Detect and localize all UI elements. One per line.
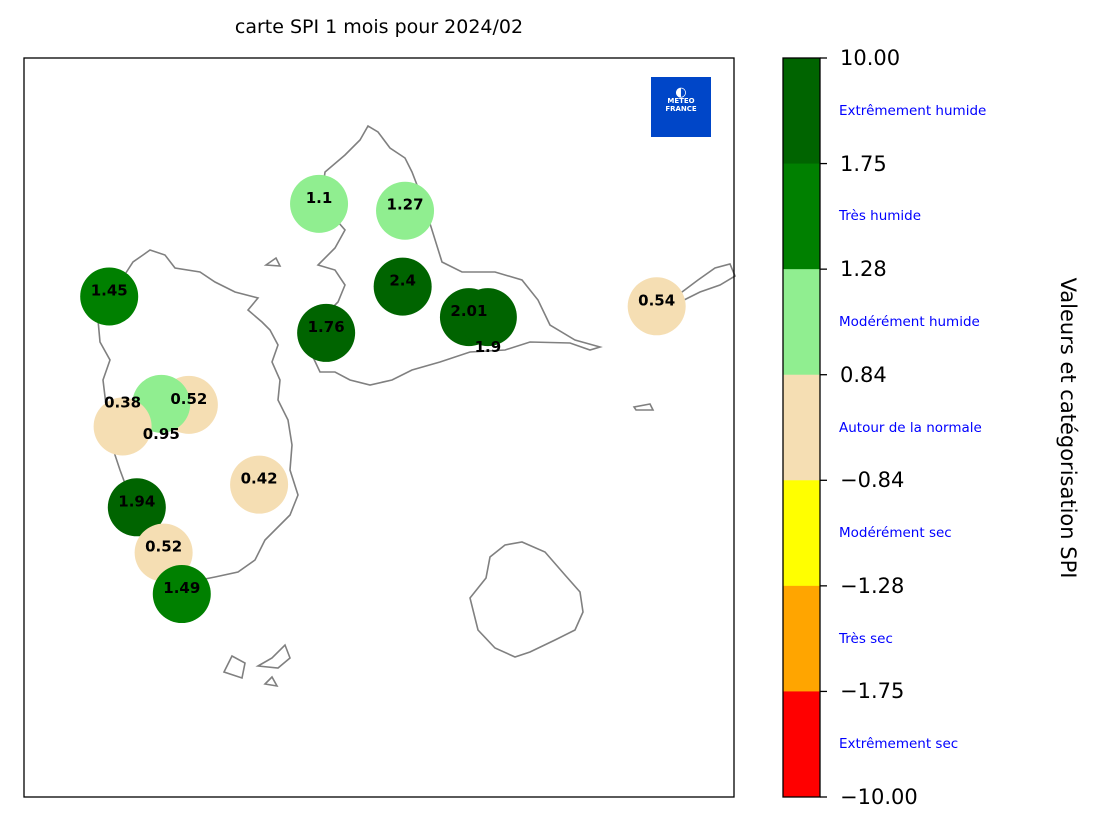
station-marker[interactable] xyxy=(376,181,435,240)
station-marker[interactable] xyxy=(627,277,686,336)
coast-saintes-2 xyxy=(255,643,291,669)
colorbar-segment xyxy=(783,480,820,587)
station-marker[interactable] xyxy=(297,303,356,362)
station-value-label: 0.42 xyxy=(241,470,278,488)
coast-marie-galante xyxy=(469,541,584,658)
station-points: 1.1 1.27 2.4 2.01 1.9 0.54 1.45 1.76 0.52 0.950.3… xyxy=(80,174,686,624)
colorbar-tick-label: 1.28 xyxy=(840,257,887,282)
colorbar-segment xyxy=(783,585,820,692)
category-label: Très humide xyxy=(839,208,922,225)
colorbar-tick-label: 10.00 xyxy=(840,46,901,70)
map-frame xyxy=(23,57,735,798)
map-title: carte SPI 1 mois pour 2024/02 xyxy=(234,16,524,38)
meteo-france-logo: ◐ METEO FRANCE xyxy=(651,77,711,137)
coast-saintes-1 xyxy=(222,654,246,680)
station-value-label: 0.52 xyxy=(170,390,207,408)
station-marker[interactable] xyxy=(290,174,349,233)
colorbar-tick-label: −0.84 xyxy=(840,468,905,493)
coast-petite-terre xyxy=(632,403,655,411)
station-value-label: 2.01 xyxy=(450,302,487,320)
colorbar-tick-label: −1.28 xyxy=(840,573,905,598)
station-marker[interactable] xyxy=(458,288,517,347)
colorbar-segment xyxy=(783,58,820,165)
colorbar-tick-label: 0.84 xyxy=(840,362,887,387)
station-value-label: 1.94 xyxy=(118,492,155,510)
station-value-label: 0.52 xyxy=(145,538,182,556)
coast-saintes-3 xyxy=(263,675,279,688)
station-marker[interactable] xyxy=(93,397,152,456)
station-value-label: 1.9 xyxy=(475,338,502,356)
station-marker[interactable] xyxy=(152,565,211,624)
colorbar-tick-label: 1.75 xyxy=(840,151,887,176)
station-value-label: 0.54 xyxy=(638,291,675,309)
station-value-label: 1.49 xyxy=(163,579,200,597)
station-value-label: 2.4 xyxy=(389,272,416,290)
category-label: Très sec xyxy=(839,630,893,647)
coast-basse-terre xyxy=(97,249,299,591)
category-label: Autour de la normale xyxy=(839,419,982,436)
coast-grande-terre xyxy=(298,124,603,386)
category-label: Modérément humide xyxy=(839,313,980,330)
station-value-label: 0.95 xyxy=(143,425,180,443)
category-label: Modérément sec xyxy=(839,525,952,542)
colorbar-segment xyxy=(783,374,820,481)
station-value-label: 0.38 xyxy=(104,394,141,412)
station-marker[interactable] xyxy=(80,267,139,326)
colorbar-tick-label: −10.00 xyxy=(840,785,918,809)
colorbar-segment xyxy=(783,691,820,798)
station-marker[interactable] xyxy=(107,478,166,537)
colorbar-tick-label: −1.75 xyxy=(840,679,905,704)
colorbar xyxy=(782,57,827,798)
station-marker[interactable] xyxy=(373,257,432,316)
colorbar-segment xyxy=(783,269,820,376)
station-value-label: 1.45 xyxy=(91,281,128,299)
category-label: Extrêmement sec xyxy=(839,736,959,753)
station-value-label: 1.76 xyxy=(308,318,345,336)
colorbar-label: Valeurs et catégorisation SPI xyxy=(1056,277,1080,579)
station-value-label: 1.1 xyxy=(306,189,333,207)
station-value-label: 1.27 xyxy=(387,196,424,214)
colorbar-segment xyxy=(783,163,820,270)
station-marker[interactable] xyxy=(230,455,289,514)
coast-islet xyxy=(263,256,282,267)
category-label: Extrêmement humide xyxy=(839,102,987,119)
